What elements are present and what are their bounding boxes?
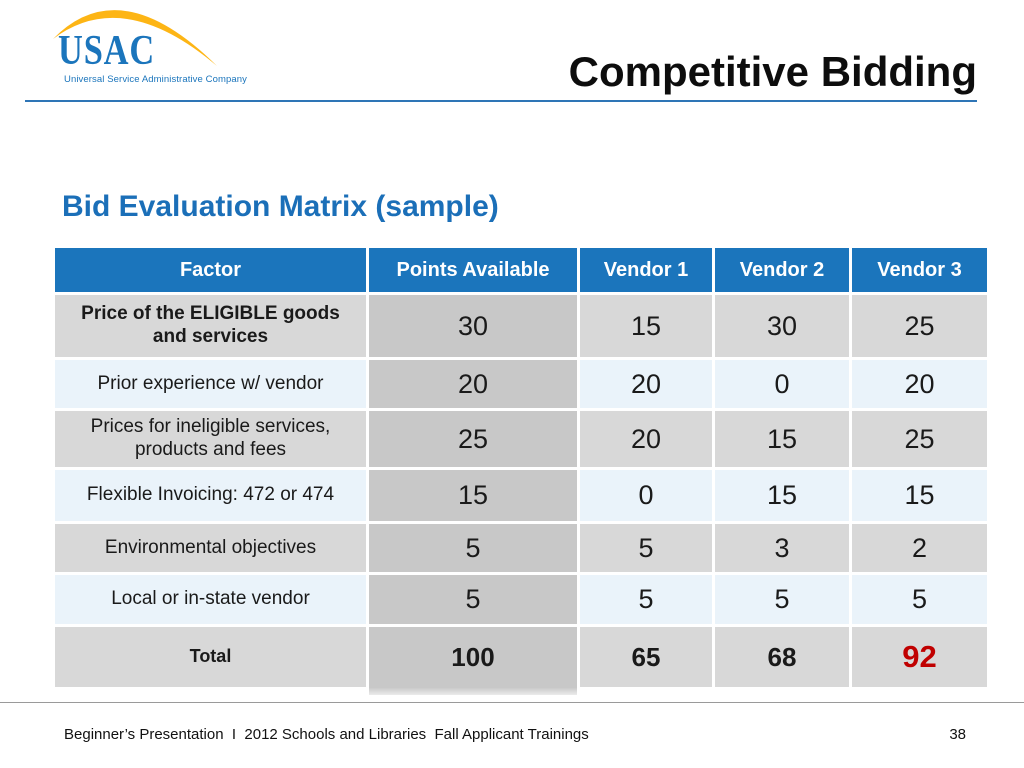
vendor1-cell: 5 [580, 524, 712, 572]
vendor1-cell: 0 [580, 470, 712, 521]
points-cell: 30 [369, 295, 577, 357]
vendor1-cell: 15 [580, 295, 712, 357]
vendor3-cell: 2 [852, 524, 987, 572]
vendor1-cell: 20 [580, 360, 712, 408]
vendor2-cell: 5 [715, 575, 849, 624]
logo-wordmark: USAC [58, 28, 156, 74]
section-heading: Bid Evaluation Matrix (sample) [62, 190, 499, 223]
table-header-row: Factor Points Available Vendor 1 Vendor … [55, 248, 990, 292]
vendor3-cell: 25 [852, 411, 987, 467]
usac-logo: USAC Universal Service Administrative Co… [30, 0, 270, 98]
footer-divider [0, 702, 1024, 703]
points-cell: 15 [369, 470, 577, 521]
logo-swoosh-icon [53, 10, 217, 66]
points-cell: 25 [369, 411, 577, 467]
column-header-points-available: Points Available [369, 248, 577, 292]
vendor3-cell: 5 [852, 575, 987, 624]
total-vendor1-cell: 65 [580, 627, 712, 687]
bid-evaluation-table: Factor Points Available Vendor 1 Vendor … [55, 248, 990, 690]
footer-text: Beginner’s Presentation I 2012 Schools a… [64, 726, 589, 743]
page-number: 38 [949, 726, 966, 743]
table-total-row: Total 100 65 68 92 [55, 627, 990, 687]
table-row: Flexible Invoicing: 472 or 474 15 0 15 1… [55, 470, 990, 521]
table-row: Prior experience w/ vendor 20 20 0 20 [55, 360, 990, 408]
vendor2-cell: 0 [715, 360, 849, 408]
vendor2-cell: 30 [715, 295, 849, 357]
total-vendor2-cell: 68 [715, 627, 849, 687]
total-vendor3-cell: 92 [852, 627, 987, 687]
factor-cell: Local or in-state vendor [55, 575, 366, 624]
table-row: Local or in-state vendor 5 5 5 5 [55, 575, 990, 624]
points-cell: 5 [369, 524, 577, 572]
vendor2-cell: 15 [715, 470, 849, 521]
points-column-shadow [369, 687, 577, 695]
factor-cell: Environmental objectives [55, 524, 366, 572]
points-cell: 20 [369, 360, 577, 408]
total-label-cell: Total [55, 627, 366, 687]
column-header-factor: Factor [55, 248, 366, 292]
factor-cell: Prior experience w/ vendor [55, 360, 366, 408]
points-cell: 5 [369, 575, 577, 624]
logo-subtitle: Universal Service Administrative Company [64, 74, 247, 85]
table-row: Prices for ineligible services, products… [55, 411, 990, 467]
factor-cell: Price of the ELIGIBLE goods and services [55, 295, 366, 357]
vendor3-cell: 20 [852, 360, 987, 408]
vendor1-cell: 5 [580, 575, 712, 624]
vendor2-cell: 3 [715, 524, 849, 572]
vendor1-cell: 20 [580, 411, 712, 467]
column-header-vendor-3: Vendor 3 [852, 248, 987, 292]
vendor2-cell: 15 [715, 411, 849, 467]
factor-cell: Prices for ineligible services, products… [55, 411, 366, 467]
factor-cell: Flexible Invoicing: 472 or 474 [55, 470, 366, 521]
column-header-vendor-1: Vendor 1 [580, 248, 712, 292]
slide-title: Competitive Bidding [568, 48, 977, 95]
table-row: Environmental objectives 5 5 3 2 [55, 524, 990, 572]
total-points-cell: 100 [369, 627, 577, 687]
column-header-vendor-2: Vendor 2 [715, 248, 849, 292]
table-row: Price of the ELIGIBLE goods and services… [55, 295, 990, 357]
vendor3-cell: 15 [852, 470, 987, 521]
header-divider [25, 100, 977, 102]
vendor3-cell: 25 [852, 295, 987, 357]
